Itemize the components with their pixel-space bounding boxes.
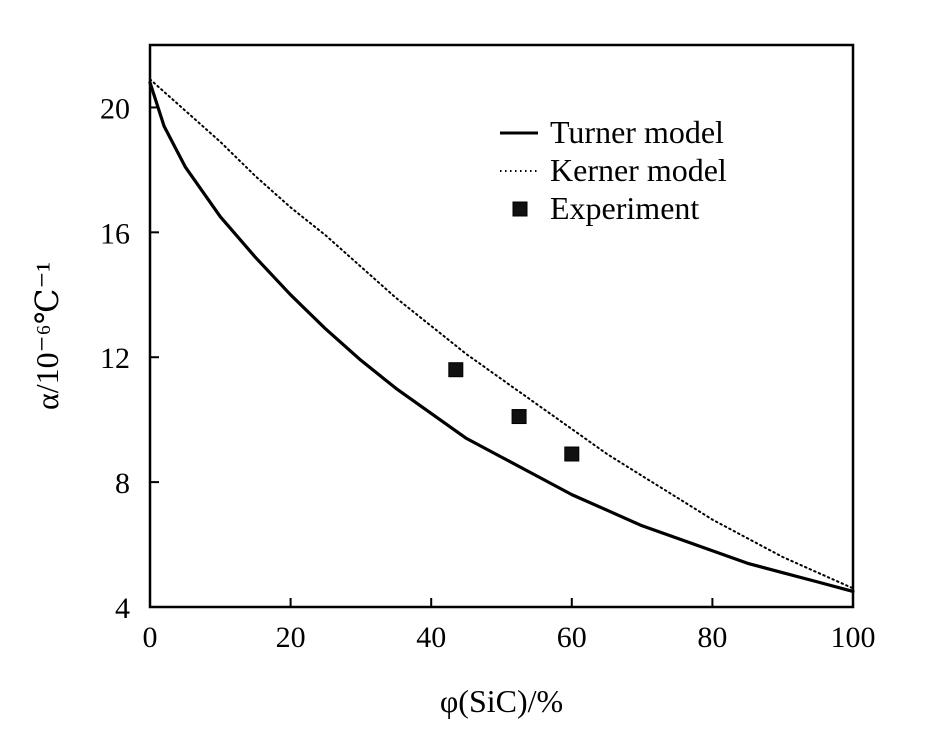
- x-tick-label: 0: [143, 621, 158, 654]
- series-line-0: [148, 80, 855, 594]
- data-point: [448, 362, 464, 378]
- x-axis-label: φ(SiC)/%: [440, 683, 563, 719]
- data-point: [511, 409, 527, 425]
- y-tick-label: 20: [100, 92, 130, 125]
- y-tick-label: 4: [115, 592, 130, 625]
- legend-label-0: Turner model: [550, 114, 724, 150]
- x-tick-label: 100: [831, 621, 876, 654]
- x-tick-label: 60: [557, 621, 587, 654]
- y-tick-label: 16: [100, 217, 130, 250]
- legend-label-2: Experiment: [550, 190, 699, 226]
- series-line-1: [149, 78, 854, 590]
- axes: 0 20 40 60 80 100 4 8 12 16 20: [100, 43, 876, 654]
- legend-swatch-2: [512, 201, 528, 217]
- y-tick-label: 8: [115, 467, 130, 500]
- series-layer: [148, 78, 855, 594]
- plot-frame: [148, 43, 855, 609]
- x-tick-label: 20: [276, 621, 306, 654]
- y-tick-label: 12: [100, 342, 130, 375]
- legend-label-1: Kerner model: [550, 152, 727, 188]
- y-axis-label: α/10⁻⁶℃⁻¹: [29, 262, 65, 410]
- x-tick-label: 80: [697, 621, 727, 654]
- data-point: [564, 446, 580, 462]
- x-tick-label: 40: [416, 621, 446, 654]
